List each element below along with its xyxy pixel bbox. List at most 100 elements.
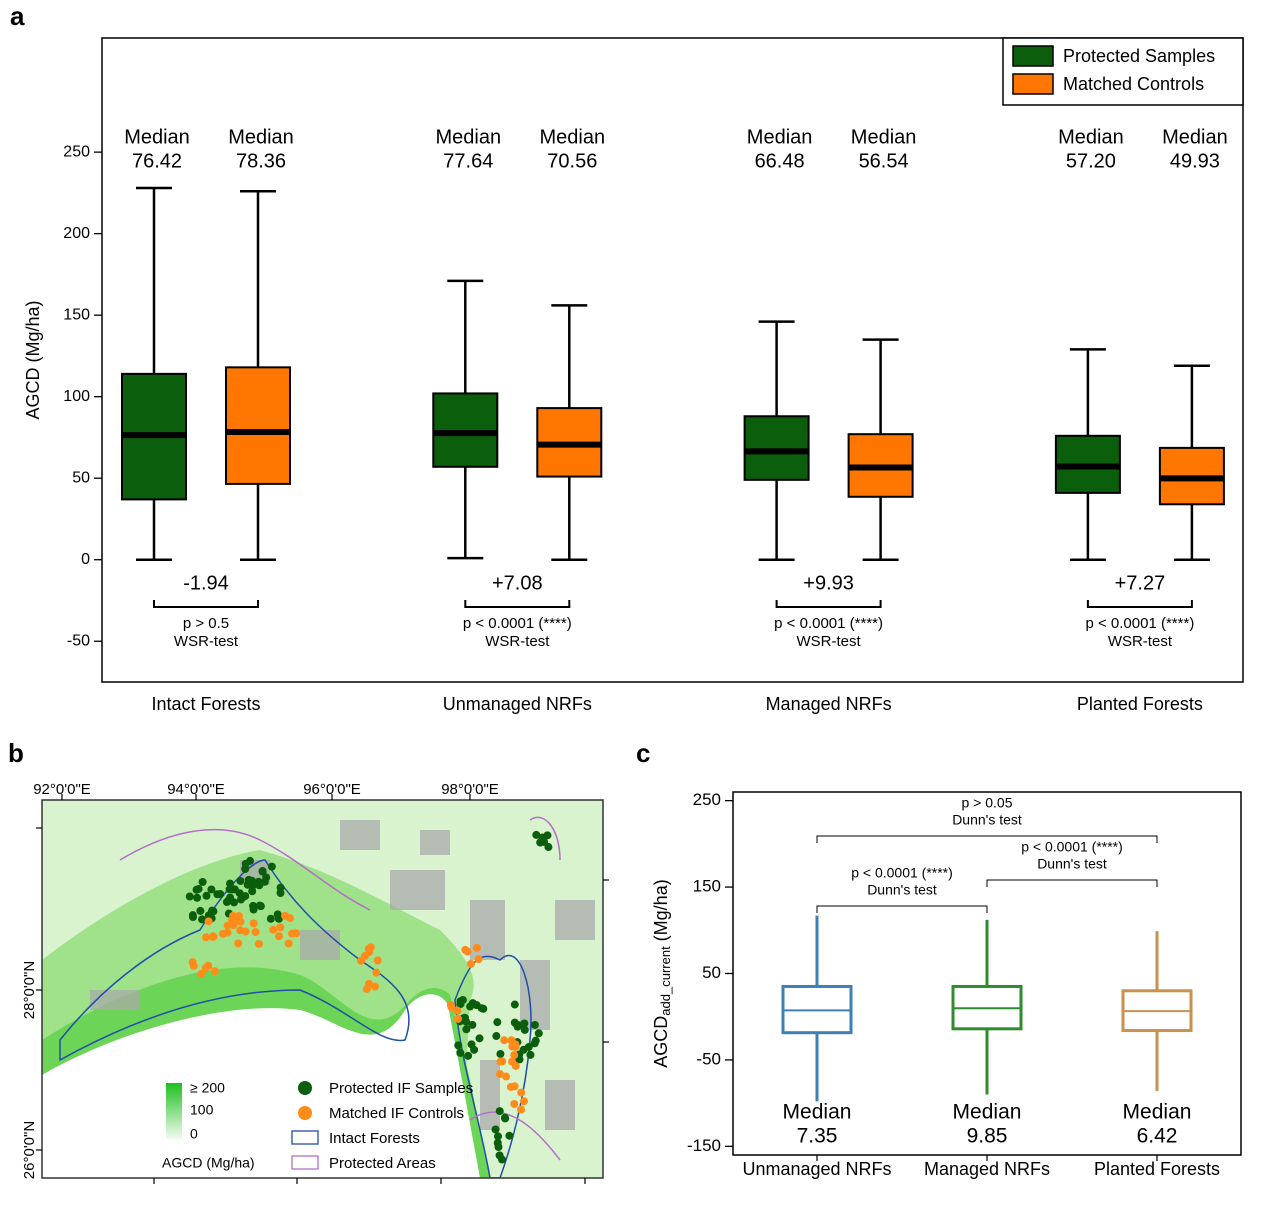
comparison-test: Dunn's test	[867, 882, 937, 898]
map-dot	[456, 1000, 465, 1009]
median-label: Median	[124, 126, 190, 148]
map-dot	[532, 830, 541, 839]
x-tick-label: Unmanaged NRFs	[443, 694, 592, 714]
map-dot	[284, 939, 293, 948]
y-tick-label: 0	[81, 551, 90, 568]
scale-title: AGCD (Mg/ha)	[162, 1155, 255, 1171]
test-bracket	[1086, 600, 1193, 608]
map-dot	[223, 928, 232, 937]
map-dot	[269, 925, 278, 934]
map-dot	[544, 843, 553, 852]
x-tick-label: Intact Forests	[151, 694, 260, 714]
map-dot	[210, 967, 219, 976]
map-dot	[236, 876, 245, 885]
map-dot	[204, 961, 213, 970]
map-dot	[513, 1022, 522, 1031]
map-dot	[372, 968, 381, 977]
map-dot	[248, 887, 257, 896]
map-dot	[208, 906, 217, 915]
lon-label: 98°0'0"E	[441, 781, 499, 798]
map-dot	[505, 1131, 514, 1140]
comparison-label: p < 0.0001 (****)	[851, 865, 953, 881]
map-dot	[456, 1048, 465, 1057]
median-label: Median	[783, 1101, 852, 1124]
map-dot	[260, 877, 269, 886]
median-value: 49.93	[1170, 150, 1220, 172]
map-dot	[276, 888, 285, 897]
box	[225, 366, 291, 485]
lat-label: 26°0'0"N	[21, 1121, 38, 1179]
map-dot	[193, 893, 202, 902]
map-dot	[493, 1018, 502, 1027]
map-dot	[273, 910, 282, 919]
map-dot	[188, 958, 197, 967]
median-label: Median	[228, 126, 294, 148]
map-legend-label: Protected IF Samples	[329, 1080, 473, 1097]
difference-label: -1.94	[183, 572, 229, 594]
panel-label: a	[10, 1, 25, 31]
median-value: 9.85	[967, 1125, 1008, 1148]
map-dot	[202, 891, 211, 900]
comparison-bracket	[986, 879, 1158, 887]
map-dot	[275, 932, 284, 941]
test-name: WSR-test	[1108, 633, 1173, 650]
map-dot	[510, 1051, 519, 1060]
map-dot	[466, 1002, 475, 1011]
map-dot	[495, 1151, 504, 1160]
map-dot	[246, 856, 255, 865]
map-dot	[520, 1019, 529, 1028]
legend-symbol	[298, 1106, 312, 1120]
y-tick-label: -50	[696, 1049, 721, 1068]
map-dot	[204, 917, 213, 926]
map-dot	[194, 884, 203, 893]
median-label: Median	[1123, 1101, 1192, 1124]
lon-label: 96°0'0"E	[303, 781, 361, 798]
median-value: 78.36	[236, 150, 286, 172]
map-dot	[197, 969, 206, 978]
map-dot	[198, 878, 207, 887]
map-dot	[517, 1088, 526, 1097]
map-dot	[198, 915, 207, 924]
map-dot	[494, 1142, 503, 1151]
map-dot	[209, 932, 218, 941]
map-dot	[223, 921, 232, 930]
y-axis-label: AGCD (Mg/ha)	[23, 300, 43, 419]
y-tick-label: -150	[687, 1136, 721, 1155]
median-value: 56.54	[859, 150, 909, 172]
map	[42, 800, 603, 1178]
map-dot	[188, 913, 197, 922]
x-tick-label: Unmanaged NRFs	[742, 1159, 891, 1179]
map-dot	[496, 1057, 505, 1066]
map-dot	[530, 1020, 539, 1029]
map-dot	[371, 982, 380, 991]
y-tick-label: 200	[63, 225, 90, 242]
map-dot	[517, 1105, 526, 1114]
map-dot	[468, 1020, 477, 1029]
y-tick-label: 150	[693, 877, 721, 896]
scale-label: 100	[190, 1102, 214, 1118]
legend-swatch	[1012, 73, 1054, 95]
map-dot	[254, 939, 263, 948]
map-dot	[365, 948, 374, 957]
map-dot	[292, 929, 301, 938]
map-dot	[524, 1042, 533, 1051]
median-value: 6.42	[1137, 1125, 1178, 1148]
map-dot	[495, 1107, 504, 1116]
median-value: 57.20	[1066, 150, 1116, 172]
map-dot	[496, 1070, 505, 1079]
median-value: 66.48	[755, 150, 805, 172]
map-dot	[534, 1029, 543, 1038]
legend-label: Matched Controls	[1063, 74, 1204, 94]
map-dot	[247, 876, 256, 885]
x-tick-label: Managed NRFs	[924, 1159, 1050, 1179]
median-value: 7.35	[797, 1125, 838, 1148]
median-label: Median	[539, 126, 605, 148]
map-dot	[249, 905, 258, 914]
map-dot	[474, 955, 483, 964]
scale-label: 0	[190, 1126, 198, 1142]
test-name: WSR-test	[174, 633, 239, 650]
map-dot	[472, 943, 481, 952]
map-legend-label: Intact Forests	[329, 1130, 420, 1147]
map-dot	[475, 1034, 484, 1043]
lon-label: 94°0'0"E	[167, 781, 225, 798]
